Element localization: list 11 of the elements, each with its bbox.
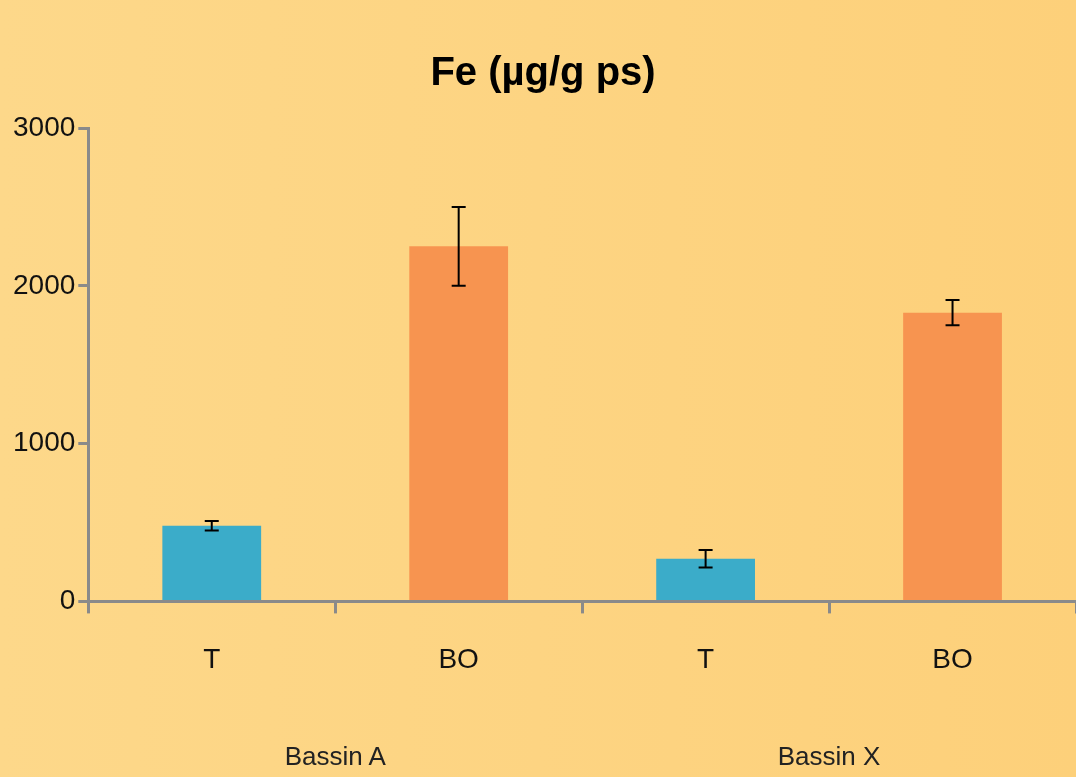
x-tick-label: T — [697, 642, 715, 674]
y-tick-label: 1000 — [12, 426, 76, 458]
y-tick-label: 2000 — [12, 268, 76, 300]
x-tick-label: T — [203, 642, 221, 674]
chart-title: Fe (µg/g ps) — [430, 49, 656, 94]
y-tick-label: 3000 — [12, 110, 76, 142]
x-tick-label: BO — [932, 642, 973, 674]
text: Bassin A — [284, 741, 387, 772]
y-tick-label: 0 — [59, 584, 76, 616]
x-tick-label: BO — [438, 642, 479, 674]
text: Bassin X — [777, 741, 881, 772]
